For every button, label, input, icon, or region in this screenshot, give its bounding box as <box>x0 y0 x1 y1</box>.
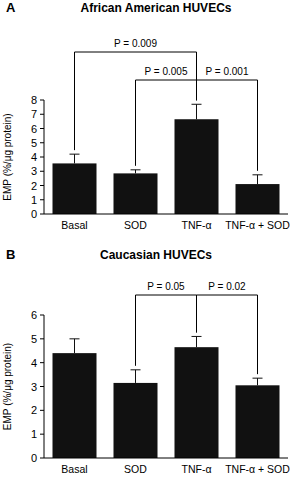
bar <box>236 385 280 458</box>
y-tick <box>40 171 44 172</box>
y-tick <box>40 434 44 435</box>
y-tick <box>40 410 44 411</box>
y-tick <box>40 362 44 363</box>
y-tick <box>40 386 44 387</box>
y-tick-label: 0 <box>31 452 37 464</box>
bar <box>53 163 97 214</box>
error-stem <box>196 336 197 347</box>
y-tick <box>40 100 44 101</box>
y-tick <box>40 199 44 200</box>
y-tick-label: 2 <box>31 180 37 192</box>
error-bar <box>192 336 202 347</box>
y-tick-label: 5 <box>31 333 37 345</box>
error-cap <box>131 169 141 170</box>
error-stem <box>257 175 258 184</box>
y-tick-label: 4 <box>31 151 37 163</box>
bar <box>53 353 97 458</box>
error-bar <box>253 378 263 385</box>
significance-bracket: P = 0.02 <box>197 281 258 374</box>
y-tick-label: 0 <box>31 208 37 220</box>
bar <box>114 173 158 214</box>
y-tick <box>40 128 44 129</box>
y-tick <box>40 157 44 158</box>
error-cap <box>131 369 141 370</box>
title: African American HUVECs <box>81 1 232 15</box>
x-tick-label: TNF-α + SOD <box>225 463 290 475</box>
bar <box>236 184 280 214</box>
bracket-line <box>197 80 258 171</box>
bar <box>175 347 219 458</box>
p-value-label: P = 0.005 <box>145 66 188 77</box>
error-cap <box>192 104 202 105</box>
bar <box>175 119 219 214</box>
title: Caucasian HUVECs <box>100 248 212 262</box>
significance-bracket: P = 0.001 <box>197 66 258 171</box>
y-tick-label: 1 <box>31 428 37 440</box>
error-stem <box>257 378 258 385</box>
error-cap <box>70 338 80 339</box>
x-tick-label: SOD <box>124 463 147 475</box>
y-tick-label: 7 <box>31 108 37 120</box>
p-value-label: P = 0.05 <box>147 281 185 292</box>
error-stem <box>196 104 197 119</box>
significance-bracket: P = 0.005 <box>136 66 197 166</box>
x-tick-label: TNF-α + SOD <box>225 219 290 231</box>
bar <box>114 383 158 458</box>
bracket-line <box>197 295 258 374</box>
y-tick <box>40 458 44 459</box>
y-tick-label: 4 <box>31 357 37 369</box>
y-tick-label: 5 <box>31 137 37 149</box>
x-tick-label: Basal <box>61 219 87 231</box>
panel: A African American HUVECs EMP (%/μg protei… <box>2 0 290 231</box>
y-axis-label: EMP (%/μg protein) <box>2 343 13 430</box>
error-cap <box>253 378 263 379</box>
x-tick-label: SOD <box>124 219 147 231</box>
error-stem <box>135 170 136 174</box>
error-bar <box>192 104 202 119</box>
y-tick-label: 6 <box>31 309 37 321</box>
bracket-line <box>136 295 197 366</box>
y-tick-label: 6 <box>31 123 37 135</box>
y-tick-label: 8 <box>31 94 37 106</box>
bars <box>53 104 280 214</box>
error-cap <box>253 174 263 175</box>
error-bar <box>253 175 263 184</box>
error-cap <box>70 154 80 155</box>
significance-bracket: P = 0.05 <box>136 281 197 366</box>
figure: A African American HUVECs EMP (%/μg protei… <box>0 0 291 500</box>
error-bar <box>131 170 141 174</box>
panel: B Caucasian HUVECs EMP (%/μg protein) 0 1 2 3 4… <box>2 247 290 475</box>
x-tick-label: Basal <box>61 463 87 475</box>
panel-label: A <box>6 0 16 15</box>
p-value-label: P = 0.001 <box>206 66 249 77</box>
x-tick-label: TNF-α <box>182 463 212 475</box>
y-tick <box>40 338 44 339</box>
y-tick-label: 3 <box>31 381 37 393</box>
x-tick-label: TNF-α <box>182 219 212 231</box>
error-bar <box>70 154 80 163</box>
error-cap <box>192 336 202 337</box>
y-tick <box>40 142 44 143</box>
p-value-label: P = 0.009 <box>114 38 157 49</box>
y-axis-label: EMP (%/μg protein) <box>2 113 13 200</box>
y-tick-label: 2 <box>31 404 37 416</box>
y-tick-label: 3 <box>31 165 37 177</box>
error-stem <box>74 154 75 163</box>
y-tick <box>40 214 44 215</box>
x-axis <box>44 458 288 459</box>
bars <box>53 336 280 458</box>
error-bar <box>131 370 141 383</box>
bracket-line <box>136 80 197 166</box>
x-axis <box>44 214 288 215</box>
y-tick <box>40 315 44 316</box>
error-bar <box>70 339 80 353</box>
y-tick-label: 1 <box>31 194 37 206</box>
y-tick <box>40 114 44 115</box>
error-stem <box>74 339 75 353</box>
p-value-label: P = 0.02 <box>208 281 246 292</box>
y-tick <box>40 185 44 186</box>
panel-label: B <box>6 247 15 262</box>
error-stem <box>135 370 136 383</box>
